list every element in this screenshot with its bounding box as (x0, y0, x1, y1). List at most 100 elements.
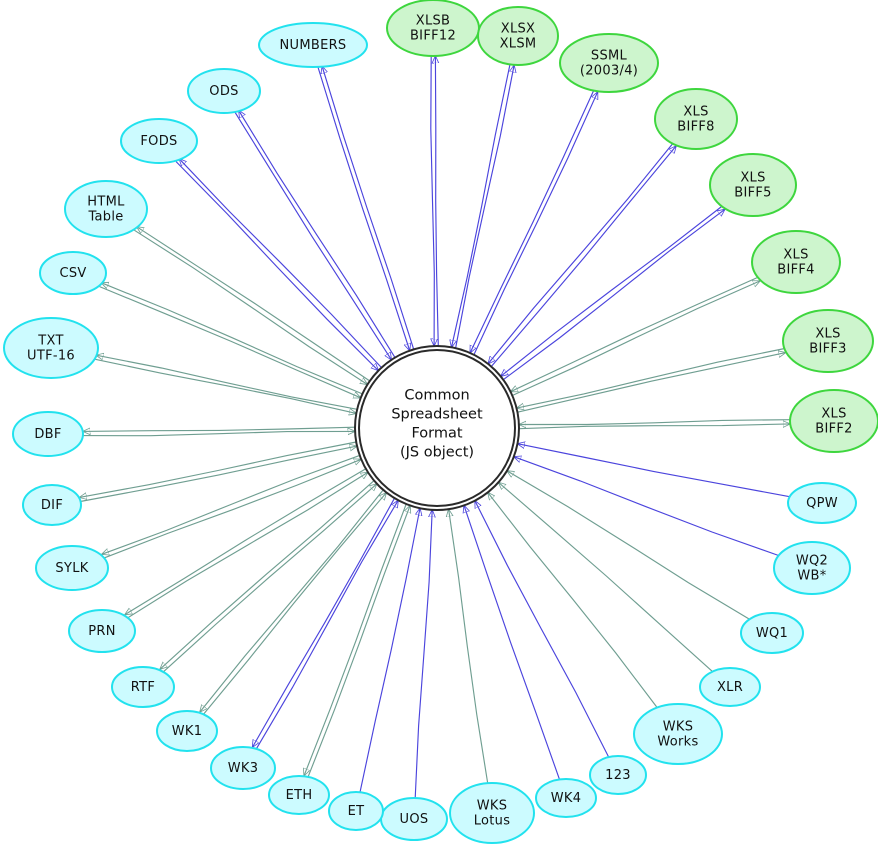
edge-in (518, 424, 790, 430)
edge-in (455, 65, 514, 349)
edge-in (102, 454, 360, 554)
node-wk4[interactable]: WK4 (535, 778, 597, 818)
edge-fods (175, 159, 382, 371)
node-eth[interactable]: ETH (268, 775, 330, 815)
node-label: XLS BIFF4 (777, 247, 814, 277)
node-123[interactable]: 123 (589, 755, 647, 795)
edge-in (490, 146, 676, 367)
node-shape (120, 118, 198, 164)
node-wq2[interactable]: WQ2 WB* (773, 541, 851, 595)
edge-in (518, 444, 790, 498)
edge-in (498, 482, 713, 673)
node-label: CSV (59, 266, 86, 281)
edge-in (83, 426, 356, 431)
node-xls_biff3[interactable]: XLS BIFF3 (782, 309, 874, 373)
node-csv[interactable]: CSV (39, 251, 107, 295)
node-xlr[interactable]: XLR (699, 667, 761, 707)
node-numbers[interactable]: NUMBERS (258, 22, 368, 68)
edge-out (80, 446, 357, 503)
center-node[interactable]: Common Spreadsheet Format (JS object) (354, 345, 520, 511)
node-xls_biff2[interactable]: XLS BIFF2 (789, 389, 878, 453)
edge-in (239, 110, 396, 358)
node-xls_biff5[interactable]: XLS BIFF5 (709, 153, 797, 217)
node-shape (699, 667, 761, 707)
node-shape (328, 791, 384, 831)
node-shape (709, 153, 797, 217)
node-label: PRN (88, 624, 116, 639)
node-shape (535, 778, 597, 818)
node-prn[interactable]: PRN (68, 609, 136, 653)
node-shape (68, 609, 136, 653)
node-shape (210, 746, 276, 790)
node-qpw[interactable]: QPW (787, 482, 857, 524)
node-txt_utf16[interactable]: TXT UTF-16 (3, 317, 99, 379)
node-shape (35, 545, 109, 591)
node-label: WQ2 WB* (796, 553, 828, 583)
edge-out (202, 493, 386, 716)
node-ssml[interactable]: SSML (2003/4) (559, 33, 659, 93)
edge-out (99, 286, 361, 398)
edge-in (517, 353, 786, 413)
node-label: XLS BIFF8 (677, 104, 714, 134)
edge-in (79, 441, 357, 497)
edge-in (160, 480, 375, 670)
node-shape (449, 782, 535, 844)
node-html_table[interactable]: HTML Table (64, 180, 148, 238)
node-wk3[interactable]: WK3 (210, 746, 276, 790)
node-shape (740, 612, 804, 654)
edge-out (102, 459, 361, 559)
edge-wk4 (464, 505, 561, 780)
edge-out (519, 419, 791, 425)
node-layer: NUMBERS XLSB BIFF12 XLSX XLSM SSML (2003/4) XLS… (3, 0, 878, 844)
edge-out (511, 276, 759, 392)
node-shape (268, 775, 330, 815)
node-xlsb[interactable]: XLSB BIFF12 (386, 0, 480, 57)
edge-prn (125, 468, 368, 619)
node-ods[interactable]: ODS (187, 68, 261, 114)
node-label: ODS (209, 84, 238, 99)
node-label: SSML (2003/4) (580, 48, 638, 78)
edge-rtf (160, 480, 377, 673)
node-xlsx[interactable]: XLSX XLSM (477, 6, 559, 66)
node-uos[interactable]: UOS (380, 797, 448, 841)
node-wk1[interactable]: WK1 (156, 710, 218, 752)
edge-xls_biff3 (517, 347, 786, 413)
node-label: 123 (605, 768, 631, 783)
node-label: XLS BIFF5 (734, 170, 771, 200)
edge-qpw (518, 444, 790, 498)
edge-out (95, 358, 356, 413)
node-shape (559, 33, 659, 93)
edge-in (359, 508, 420, 793)
node-label: NUMBERS (280, 38, 347, 53)
node-fods[interactable]: FODS (120, 118, 198, 164)
node-xls_biff4[interactable]: XLS BIFF4 (751, 230, 841, 294)
node-wks_lotus[interactable]: WKS Lotus (449, 782, 535, 844)
node-dif[interactable]: DIF (22, 484, 82, 526)
center-circle-inner (358, 349, 516, 507)
node-sylk[interactable]: SYLK (35, 545, 109, 591)
node-wks_works[interactable]: WKS Works (633, 703, 723, 765)
node-label: DBF (34, 427, 61, 442)
edge-xls_biff5 (501, 205, 725, 381)
node-et[interactable]: ET (328, 791, 384, 831)
node-rtf[interactable]: RTF (111, 666, 175, 708)
edge-in (137, 227, 371, 382)
edge-wk3 (252, 497, 398, 750)
edge-out (162, 484, 377, 673)
node-wq1[interactable]: WQ1 (740, 612, 804, 654)
node-shape (111, 666, 175, 708)
edge-in (512, 281, 760, 397)
node-label: SYLK (55, 561, 88, 576)
edge-numbers (317, 66, 415, 350)
node-label: HTML Table (87, 194, 125, 224)
node-label: WK1 (172, 724, 203, 739)
edge-in (101, 283, 363, 395)
node-label: WQ1 (756, 626, 788, 641)
node-dbf[interactable]: DBF (12, 411, 84, 457)
node-label: WK3 (228, 761, 259, 776)
node-xls_biff8[interactable]: XLS BIFF8 (654, 88, 738, 150)
node-label: WKS Lotus (474, 798, 511, 828)
center-label: Common Spreadsheet Format (JS object) (391, 388, 483, 461)
node-label: DIF (41, 498, 63, 513)
node-label: ETH (286, 788, 313, 803)
